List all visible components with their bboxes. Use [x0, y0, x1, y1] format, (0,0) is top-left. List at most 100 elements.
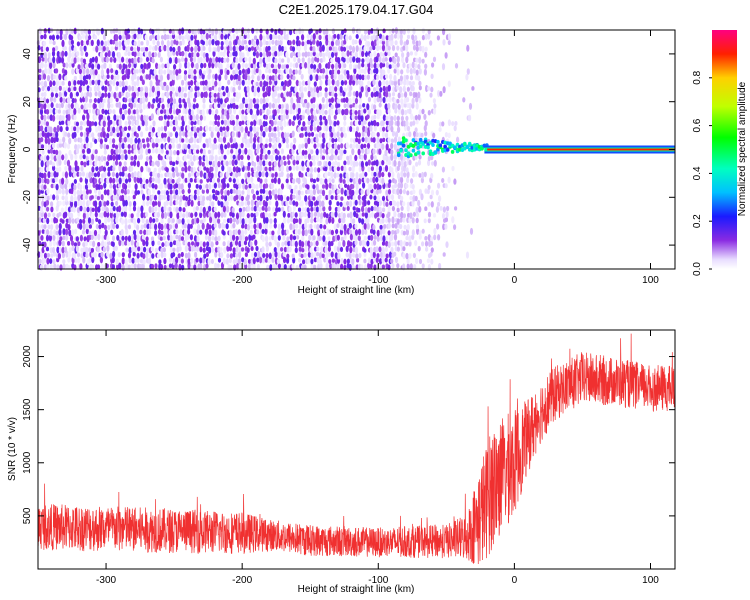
spectral-cell: [214, 120, 218, 126]
spectral-cell: [97, 184, 101, 190]
spectral-cell: [241, 68, 246, 75]
spectral-cell: [243, 240, 248, 246]
spectral-cell: [324, 91, 328, 99]
spectral-cell: [124, 172, 128, 178]
spectral-cell: [285, 113, 289, 120]
spectral-cell: [154, 263, 158, 269]
spectral-cell: [287, 212, 291, 218]
spectral-cell: [255, 201, 260, 208]
spectral-cell: [301, 235, 305, 242]
spectral-cell: [210, 166, 214, 172]
spectral-cell: [265, 171, 269, 178]
spectral-cell: [225, 39, 229, 47]
spectral-cell: [373, 62, 377, 69]
spectral-cell: [193, 178, 198, 183]
spectral-cell: [181, 35, 185, 41]
spectral-cell: [165, 91, 170, 99]
spectral-cell: [273, 235, 277, 242]
spectral-cell: [321, 132, 325, 139]
spectral-cell: [265, 138, 269, 144]
spectral-cell: [46, 125, 51, 133]
spectral-cell: [209, 216, 213, 224]
spectral-cell: [298, 239, 302, 247]
spectral-cell: [168, 155, 173, 162]
spectral-cell: [182, 98, 186, 104]
spectral-cell: [357, 57, 361, 63]
spectral-cell: [300, 98, 304, 105]
spectral-cell: [292, 200, 296, 206]
spectral-cell: [309, 247, 313, 254]
spectral-cell: [230, 149, 234, 154]
spectral-cell: [40, 206, 44, 214]
spectral-cell: [288, 79, 292, 86]
spectral-cell: [183, 101, 187, 109]
spectral-cell: [466, 68, 470, 75]
spectral-cell: [367, 80, 371, 86]
spectral-cell: [421, 263, 425, 269]
spectral-cell: [108, 137, 112, 145]
spectral-cell: [369, 125, 373, 132]
spectral-cell: [49, 160, 53, 165]
spectral-cell: [154, 230, 158, 236]
spectral-cell: [189, 87, 193, 93]
spectral-cell: [213, 98, 217, 103]
spectral-cell: [187, 81, 191, 86]
spectral-cell: [276, 136, 280, 143]
spectral-cell: [399, 217, 403, 223]
spectral-cell: [266, 33, 270, 40]
spectral-cell: [223, 224, 227, 229]
spectral-cell: [243, 34, 247, 39]
spectral-cell: [125, 57, 129, 64]
spectral-cell: [381, 62, 386, 68]
spectral-cell: [140, 131, 144, 138]
spectral-cell: [194, 251, 198, 258]
spectral-cell: [82, 114, 86, 121]
spectral-cell: [384, 246, 388, 252]
spectral-cell: [130, 46, 134, 51]
spectral-cell: [396, 218, 400, 225]
spectral-cell: [402, 217, 406, 223]
spectral-cell: [382, 137, 386, 143]
spectral-cell: [303, 177, 307, 185]
spectral-cell: [137, 263, 141, 270]
spectral-cell: [321, 178, 325, 185]
spectral-cell: [171, 218, 175, 224]
spectral-cell: [424, 63, 428, 69]
spectral-cell: [432, 98, 436, 104]
spectral-cell: [300, 172, 304, 178]
spectral-cell: [295, 91, 299, 99]
spectral-cell: [49, 194, 53, 200]
spectral-cell: [372, 29, 377, 34]
spectral-cell: [288, 246, 292, 253]
spectral-cell: [232, 247, 236, 254]
spectral-cell: [316, 40, 320, 47]
spectral-cell: [101, 85, 105, 91]
spectral-cell: [203, 62, 207, 69]
spectral-cell: [385, 217, 389, 224]
spectral-cell: [163, 132, 167, 138]
spectral-cell: [282, 85, 286, 92]
spectral-cell: [351, 39, 355, 46]
spectral-cell: [121, 235, 125, 241]
spectral-cell: [281, 206, 285, 212]
spectral-cell: [196, 217, 200, 224]
spectral-cell: [151, 58, 155, 64]
spectral-cell: [58, 143, 63, 148]
spectral-cell: [412, 44, 417, 51]
spectral-cell: [315, 74, 319, 82]
spectral-cell: [309, 68, 314, 74]
spectral-cell: [223, 57, 227, 63]
spectral-cell: [316, 142, 320, 148]
spectral-cell: [157, 102, 161, 109]
spectral-cell: [193, 75, 197, 81]
spectral-cell: [94, 206, 98, 213]
spectral-cell: [281, 228, 285, 236]
spectral-cell: [327, 114, 331, 122]
spectral-cell: [247, 47, 252, 52]
spectral-cell: [421, 58, 425, 64]
spectral-cell: [324, 118, 328, 126]
spectral-cell: [393, 179, 397, 184]
spectral-cell: [267, 109, 272, 115]
spectral-cell: [80, 62, 84, 70]
spectral-cell: [166, 61, 170, 69]
